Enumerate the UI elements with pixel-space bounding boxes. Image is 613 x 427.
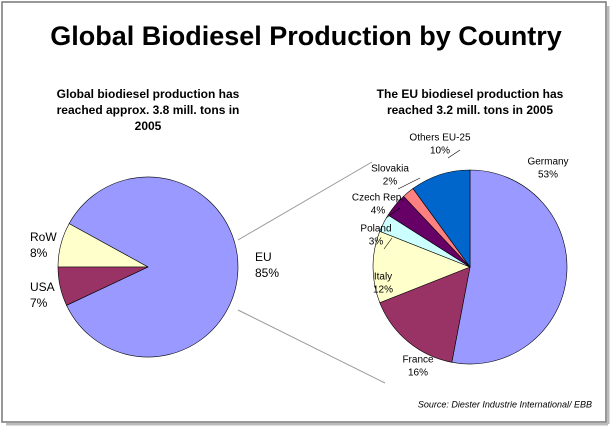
leader-line [385,207,401,219]
slice-label: Germany [527,157,568,168]
slice-label: USA [30,280,55,294]
slice-label: Others EU-25 [409,133,471,144]
pie-slice [372,230,471,304]
pie-slice [66,176,239,358]
value-label: 53% [538,170,558,181]
connector [237,309,386,384]
value-label: 7% [30,296,48,310]
pie-slice [379,266,471,363]
pie-title: The EU biodiesel production has reached 3… [377,87,564,117]
value-label: 2% [383,177,398,188]
slice-label: Italy [374,272,392,283]
leader-line [447,149,461,159]
value-label: 85% [255,266,279,280]
leader-line [397,177,421,190]
slice-label: Slovakia [371,164,409,175]
value-label: 8% [30,246,48,260]
source: Source: Diester Industrie International/… [418,399,592,409]
slice-label: France [402,355,434,366]
pie-slice [57,266,149,306]
slice-label: Czech Rep. [352,193,404,204]
value-label: 4% [371,206,386,217]
connector [237,161,373,241]
value-label: 10% [430,146,450,157]
pie-title: Global biodiesel production has reached a… [57,87,240,133]
value-label: 16% [408,368,428,379]
slice-label: EU [255,250,272,264]
value-label: 12% [373,285,393,296]
pie-slice [412,169,471,268]
pie-slice [451,169,568,365]
slice-label: RoW [30,230,57,244]
page-title: Global Biodiesel Production by Country [50,21,562,51]
slice-label: Poland [360,224,391,235]
leader-line [383,237,393,250]
value-label: 3% [369,237,384,248]
